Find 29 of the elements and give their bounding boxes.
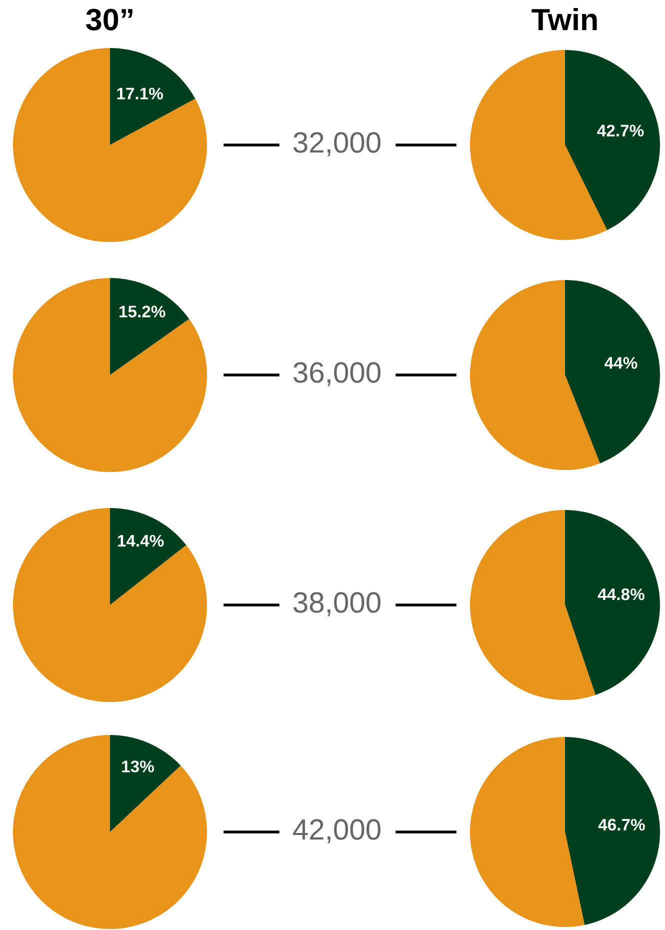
- pie-slice: [110, 278, 190, 375]
- pie-slice: [470, 280, 600, 470]
- pie-slice: [110, 508, 186, 605]
- text: 42,000: [293, 819, 380, 844]
- data-label: 42.7%: [597, 124, 644, 136]
- text: 38,000: [294, 592, 380, 616]
- pie-slice: [565, 737, 660, 925]
- chart-title: Twin: [532, 8, 597, 30]
- data-label: 14.4%: [118, 534, 164, 547]
- pie-slice: [565, 50, 660, 230]
- pie-slice: [565, 510, 660, 695]
- pie-slice: [13, 735, 207, 929]
- data-label: 44%: [604, 357, 638, 369]
- data-label: 15.2%: [120, 306, 166, 318]
- pie-slice: [470, 737, 585, 927]
- pie-slice: [110, 48, 196, 145]
- pie-slice: [13, 508, 207, 702]
- pie-slice: [470, 510, 596, 700]
- pie-slice: [13, 48, 207, 242]
- pie-slice: [13, 278, 207, 472]
- text: 36,000: [294, 362, 380, 386]
- data-label: 13%: [122, 760, 154, 772]
- data-label: 17.1%: [117, 88, 163, 100]
- text: 32,000: [294, 132, 380, 156]
- pie-slice: [110, 735, 181, 832]
- pie-slice: [565, 280, 660, 464]
- chart-title: 30”: [86, 8, 132, 30]
- data-label: 46.7%: [598, 818, 645, 831]
- data-label: 44.8%: [598, 588, 644, 600]
